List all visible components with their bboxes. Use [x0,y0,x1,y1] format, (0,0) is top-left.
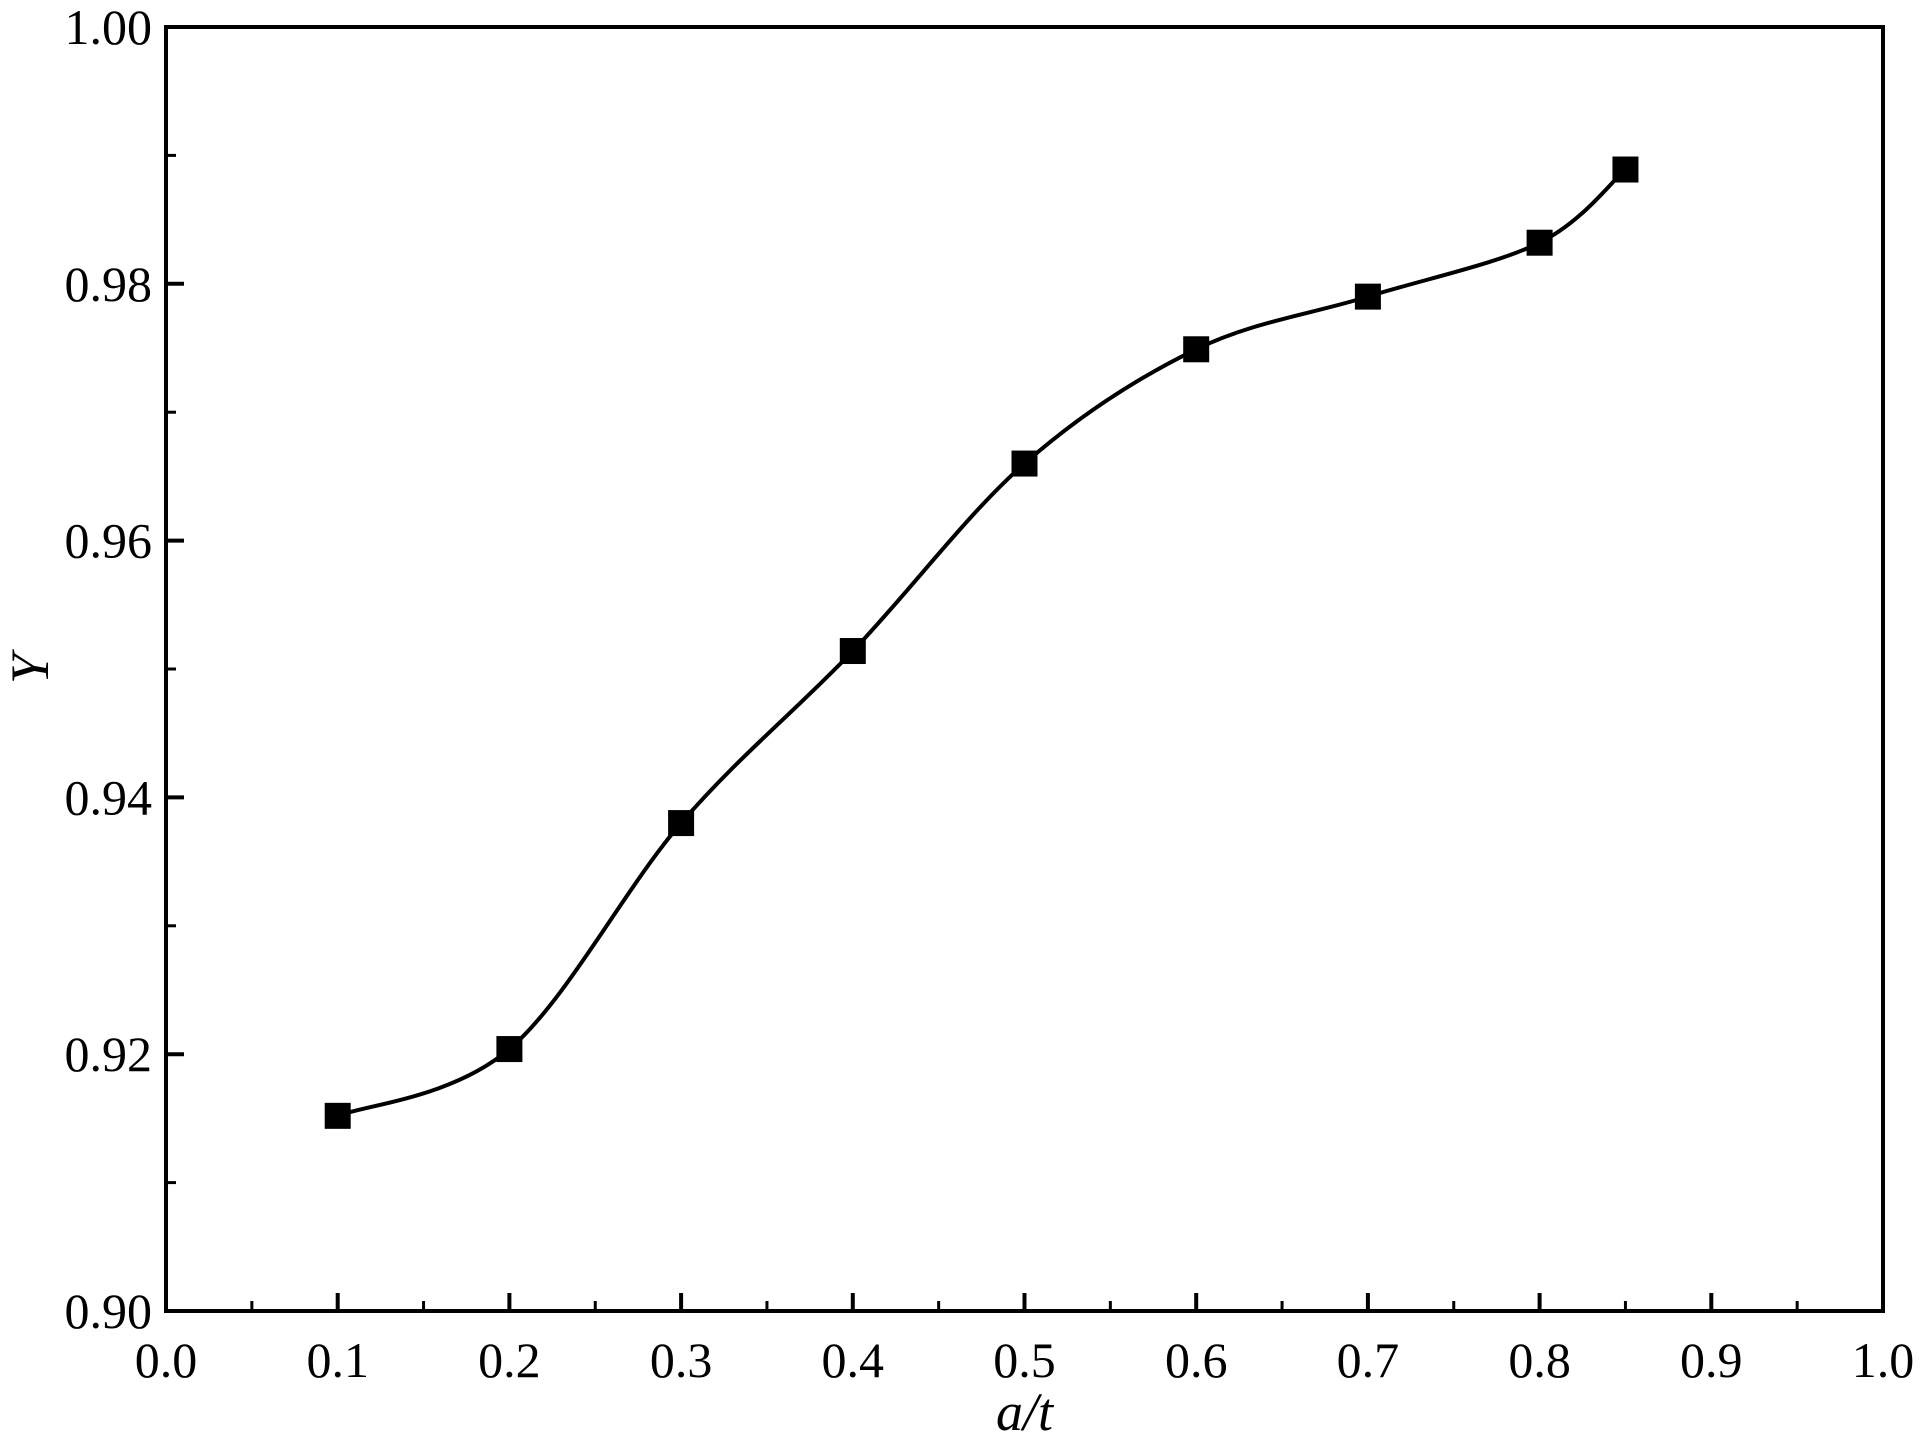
data-point [324,1102,351,1129]
y-tick-label: 0.94 [65,769,153,825]
x-tick-label: 0.6 [1165,1332,1228,1388]
x-tick-label: 1.0 [1852,1332,1915,1388]
x-tick-label: 0.3 [650,1332,713,1388]
plot-frame [164,25,1885,1313]
x-axis-title: a/t [996,1382,1055,1435]
data-point [1526,229,1553,256]
y-tick-label: 1.00 [65,0,153,55]
y-tick-label: 0.96 [65,513,153,569]
y-axis-title: Y [0,649,60,684]
y-tick-labels: 0.90 0.92 0.94 0.96 0.98 1.00 [65,0,153,1339]
data-point [1011,450,1038,477]
y-tick-label: 0.98 [65,256,153,312]
x-tick-label: 0.5 [993,1332,1056,1388]
minor-ticks [166,153,1799,1311]
x-tick-label: 0.0 [135,1332,198,1388]
data-point [1612,156,1639,183]
y-tick-label: 0.92 [65,1026,153,1082]
fit-curve [336,167,1627,1118]
x-tick-label: 0.2 [478,1332,541,1388]
data-point [1354,283,1381,310]
data-point [496,1036,523,1063]
x-tick-label: 0.9 [1680,1332,1743,1388]
x-tick-label: 0.1 [306,1332,369,1388]
x-tick-label: 0.7 [1337,1332,1400,1388]
x-tick-label: 0.8 [1508,1332,1571,1388]
y-tick-label: 0.90 [65,1283,153,1339]
major-ticks [164,25,1885,1313]
data-points [324,156,1639,1129]
data-point [668,810,695,837]
x-tick-labels: 0.0 0.1 0.2 0.3 0.4 0.5 0.6 0.7 0.8 0.9 1.0 [135,1332,1915,1388]
data-point [839,638,866,665]
x-tick-label: 0.4 [822,1332,885,1388]
data-point [1183,336,1210,363]
